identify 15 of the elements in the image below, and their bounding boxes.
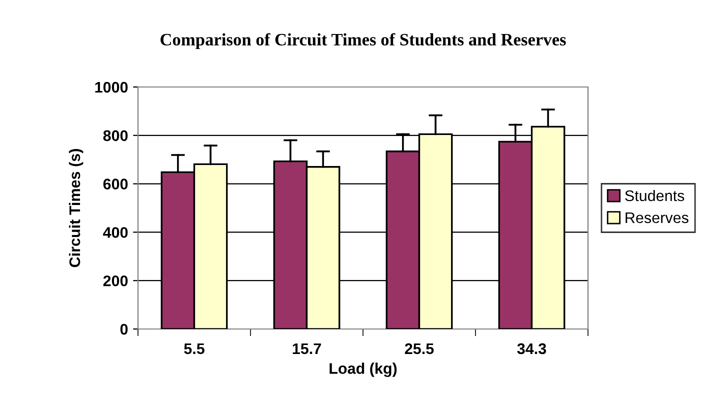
x-tick-label: 15.7: [292, 343, 321, 354]
y-axis-title: Circuit Times (s): [68, 149, 84, 268]
y-tick-label: 800: [103, 130, 128, 142]
x-tick-label: 34.3: [517, 343, 546, 354]
chart-title: Comparison of Circuit Times of Students and Reserves: [160, 33, 566, 50]
y-tick-label: 400: [103, 227, 128, 238]
legend-label: Students: [625, 190, 684, 202]
x-tick-label: 25.5: [404, 343, 434, 354]
x-axis-title: Load (kg): [330, 362, 397, 377]
y-tick-label: 0: [120, 324, 128, 335]
legend-label: Reserves: [626, 212, 688, 224]
y-tick-label: 1000: [95, 82, 128, 93]
y-tick-label: 200: [103, 275, 128, 286]
y-tick-label: 600: [103, 178, 128, 190]
x-tick-label: 5.5: [184, 343, 204, 354]
